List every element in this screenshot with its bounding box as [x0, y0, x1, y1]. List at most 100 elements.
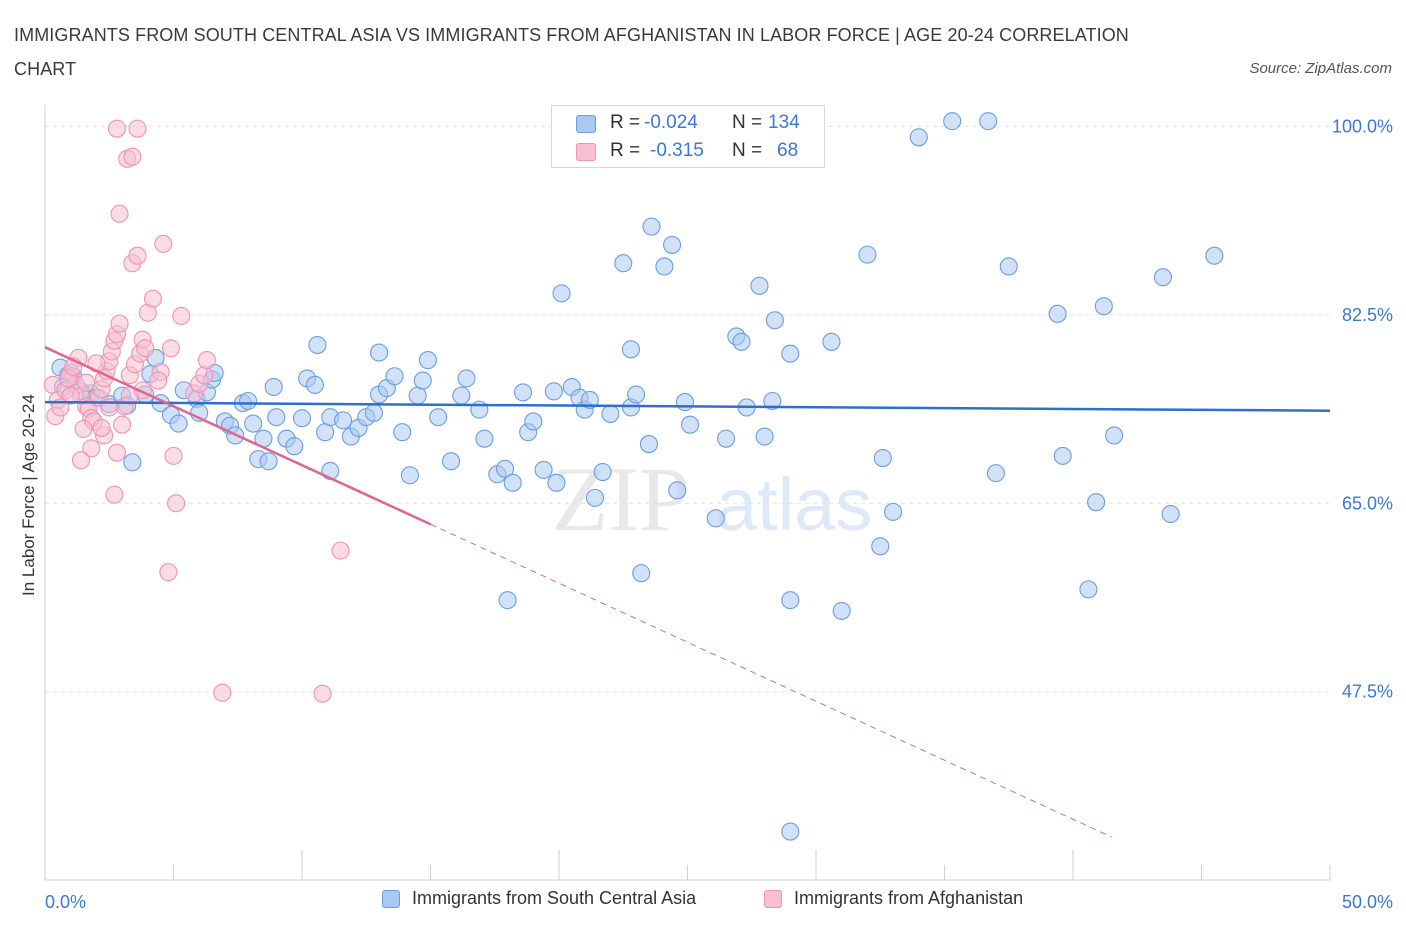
legend-item-afghanistan[interactable]: Immigrants from Afghanistan	[764, 888, 1023, 909]
data-point-blue	[385, 367, 404, 386]
data-point-blue	[986, 464, 1005, 483]
data-point-blue	[639, 435, 659, 454]
data-point-blue	[400, 466, 419, 485]
stats-n-label: N =	[732, 112, 763, 133]
data-point-blue	[244, 414, 263, 433]
trend-lines	[44, 346, 1331, 838]
data-point-blue	[495, 459, 515, 478]
data-point-blue	[593, 462, 612, 482]
data-point-blue	[858, 245, 877, 264]
data-point-blue	[601, 404, 620, 423]
data-point-pink	[123, 147, 142, 166]
data-point-blue	[1161, 504, 1180, 524]
stats-swatch-pink	[576, 143, 596, 161]
data-point-blue	[370, 343, 389, 362]
data-point-pink	[313, 684, 332, 703]
data-point-blue	[1205, 246, 1224, 265]
trend-line-extension-pink	[430, 523, 1112, 838]
legend-label-pink: Immigrants from Afghanistan	[794, 888, 1024, 908]
data-point-blue	[169, 414, 188, 433]
data-point-blue	[305, 375, 324, 394]
data-point-blue	[259, 452, 278, 471]
data-point-blue	[663, 235, 682, 254]
stats-n-value-blue: 134	[768, 112, 800, 133]
data-point-blue	[452, 386, 471, 405]
data-point-pink	[161, 339, 180, 358]
data-point-blue	[765, 311, 784, 330]
y-tick-label: 100.0%	[1332, 117, 1393, 137]
source-credit: Source: ZipAtlas.com	[1249, 60, 1392, 77]
data-point-blue	[755, 427, 774, 446]
data-point-blue	[873, 449, 892, 468]
data-point-blue	[475, 429, 494, 448]
legend-item-south-central-asia[interactable]: Immigrants from South Central Asia	[382, 888, 696, 909]
data-point-pink	[149, 371, 168, 390]
data-point-blue	[632, 564, 651, 583]
data-point-blue	[621, 340, 641, 359]
data-point-blue	[1153, 268, 1172, 287]
data-point-pink	[167, 494, 186, 513]
data-point-pink	[92, 418, 111, 437]
data-point-pink	[195, 366, 214, 385]
data-point-blue	[1079, 580, 1098, 599]
stats-legend: R = -0.024 N = 134 R = -0.315 N = 68	[551, 105, 825, 168]
data-point-blue	[285, 437, 304, 456]
data-point-blue	[524, 412, 543, 431]
stats-r-value-blue: -0.024	[644, 112, 698, 133]
stats-r-label: R =	[610, 112, 641, 133]
data-point-blue	[614, 254, 633, 273]
data-point-blue	[655, 257, 674, 276]
data-point-blue	[1094, 297, 1113, 316]
data-point-blue	[413, 371, 432, 390]
data-point-blue	[675, 393, 694, 412]
data-point-blue	[364, 403, 384, 422]
data-point-blue	[308, 335, 327, 355]
y-tick-label: 65.0%	[1342, 493, 1393, 513]
stats-n-value-pink: 68	[777, 140, 799, 161]
series-afghanistan	[43, 119, 350, 703]
data-point-pink	[197, 351, 216, 370]
data-point-blue	[871, 537, 890, 556]
data-point-blue	[334, 411, 353, 430]
stats-n-label: N =	[732, 140, 763, 161]
data-point-blue	[781, 591, 800, 610]
data-point-blue	[627, 385, 646, 404]
data-point-pink	[74, 419, 93, 439]
data-point-blue	[393, 423, 412, 442]
data-point-pink	[77, 373, 96, 392]
data-point-blue	[668, 481, 687, 500]
stats-row-blue: R = -0.024 N = 134	[552, 110, 826, 138]
data-point-pink	[71, 451, 91, 470]
data-point-blue	[763, 391, 782, 411]
data-point-blue	[585, 488, 605, 507]
y-tick-label: 47.5%	[1342, 682, 1393, 702]
data-point-pink	[107, 443, 127, 462]
data-point-blue	[750, 276, 769, 295]
data-point-blue	[943, 112, 962, 131]
data-point-pink	[172, 306, 191, 326]
data-point-pink	[113, 415, 132, 434]
data-point-blue	[513, 383, 533, 402]
data-point-blue	[716, 429, 736, 448]
data-point-blue	[123, 453, 142, 472]
data-point-pink	[154, 234, 173, 253]
data-point-pink	[82, 439, 101, 458]
data-point-pink	[213, 683, 232, 702]
data-point-pink	[110, 314, 129, 333]
data-point-pink	[164, 446, 183, 465]
trend-line-pink	[44, 346, 432, 526]
data-point-blue	[884, 502, 903, 521]
data-point-blue	[552, 284, 571, 303]
bottom-legend: Immigrants from South Central Asia Immig…	[0, 888, 1406, 916]
data-point-blue	[316, 423, 335, 442]
data-point-blue	[580, 390, 599, 409]
data-point-blue	[999, 257, 1018, 276]
data-point-blue	[732, 332, 751, 351]
data-point-pink	[128, 119, 147, 138]
data-point-blue	[1087, 493, 1106, 512]
x-tick-label: 0.0%	[45, 892, 86, 912]
trend-line-blue	[44, 400, 1331, 412]
data-point-blue	[681, 415, 700, 434]
data-point-blue	[292, 409, 312, 428]
watermark-zip: ZIP	[552, 448, 690, 550]
